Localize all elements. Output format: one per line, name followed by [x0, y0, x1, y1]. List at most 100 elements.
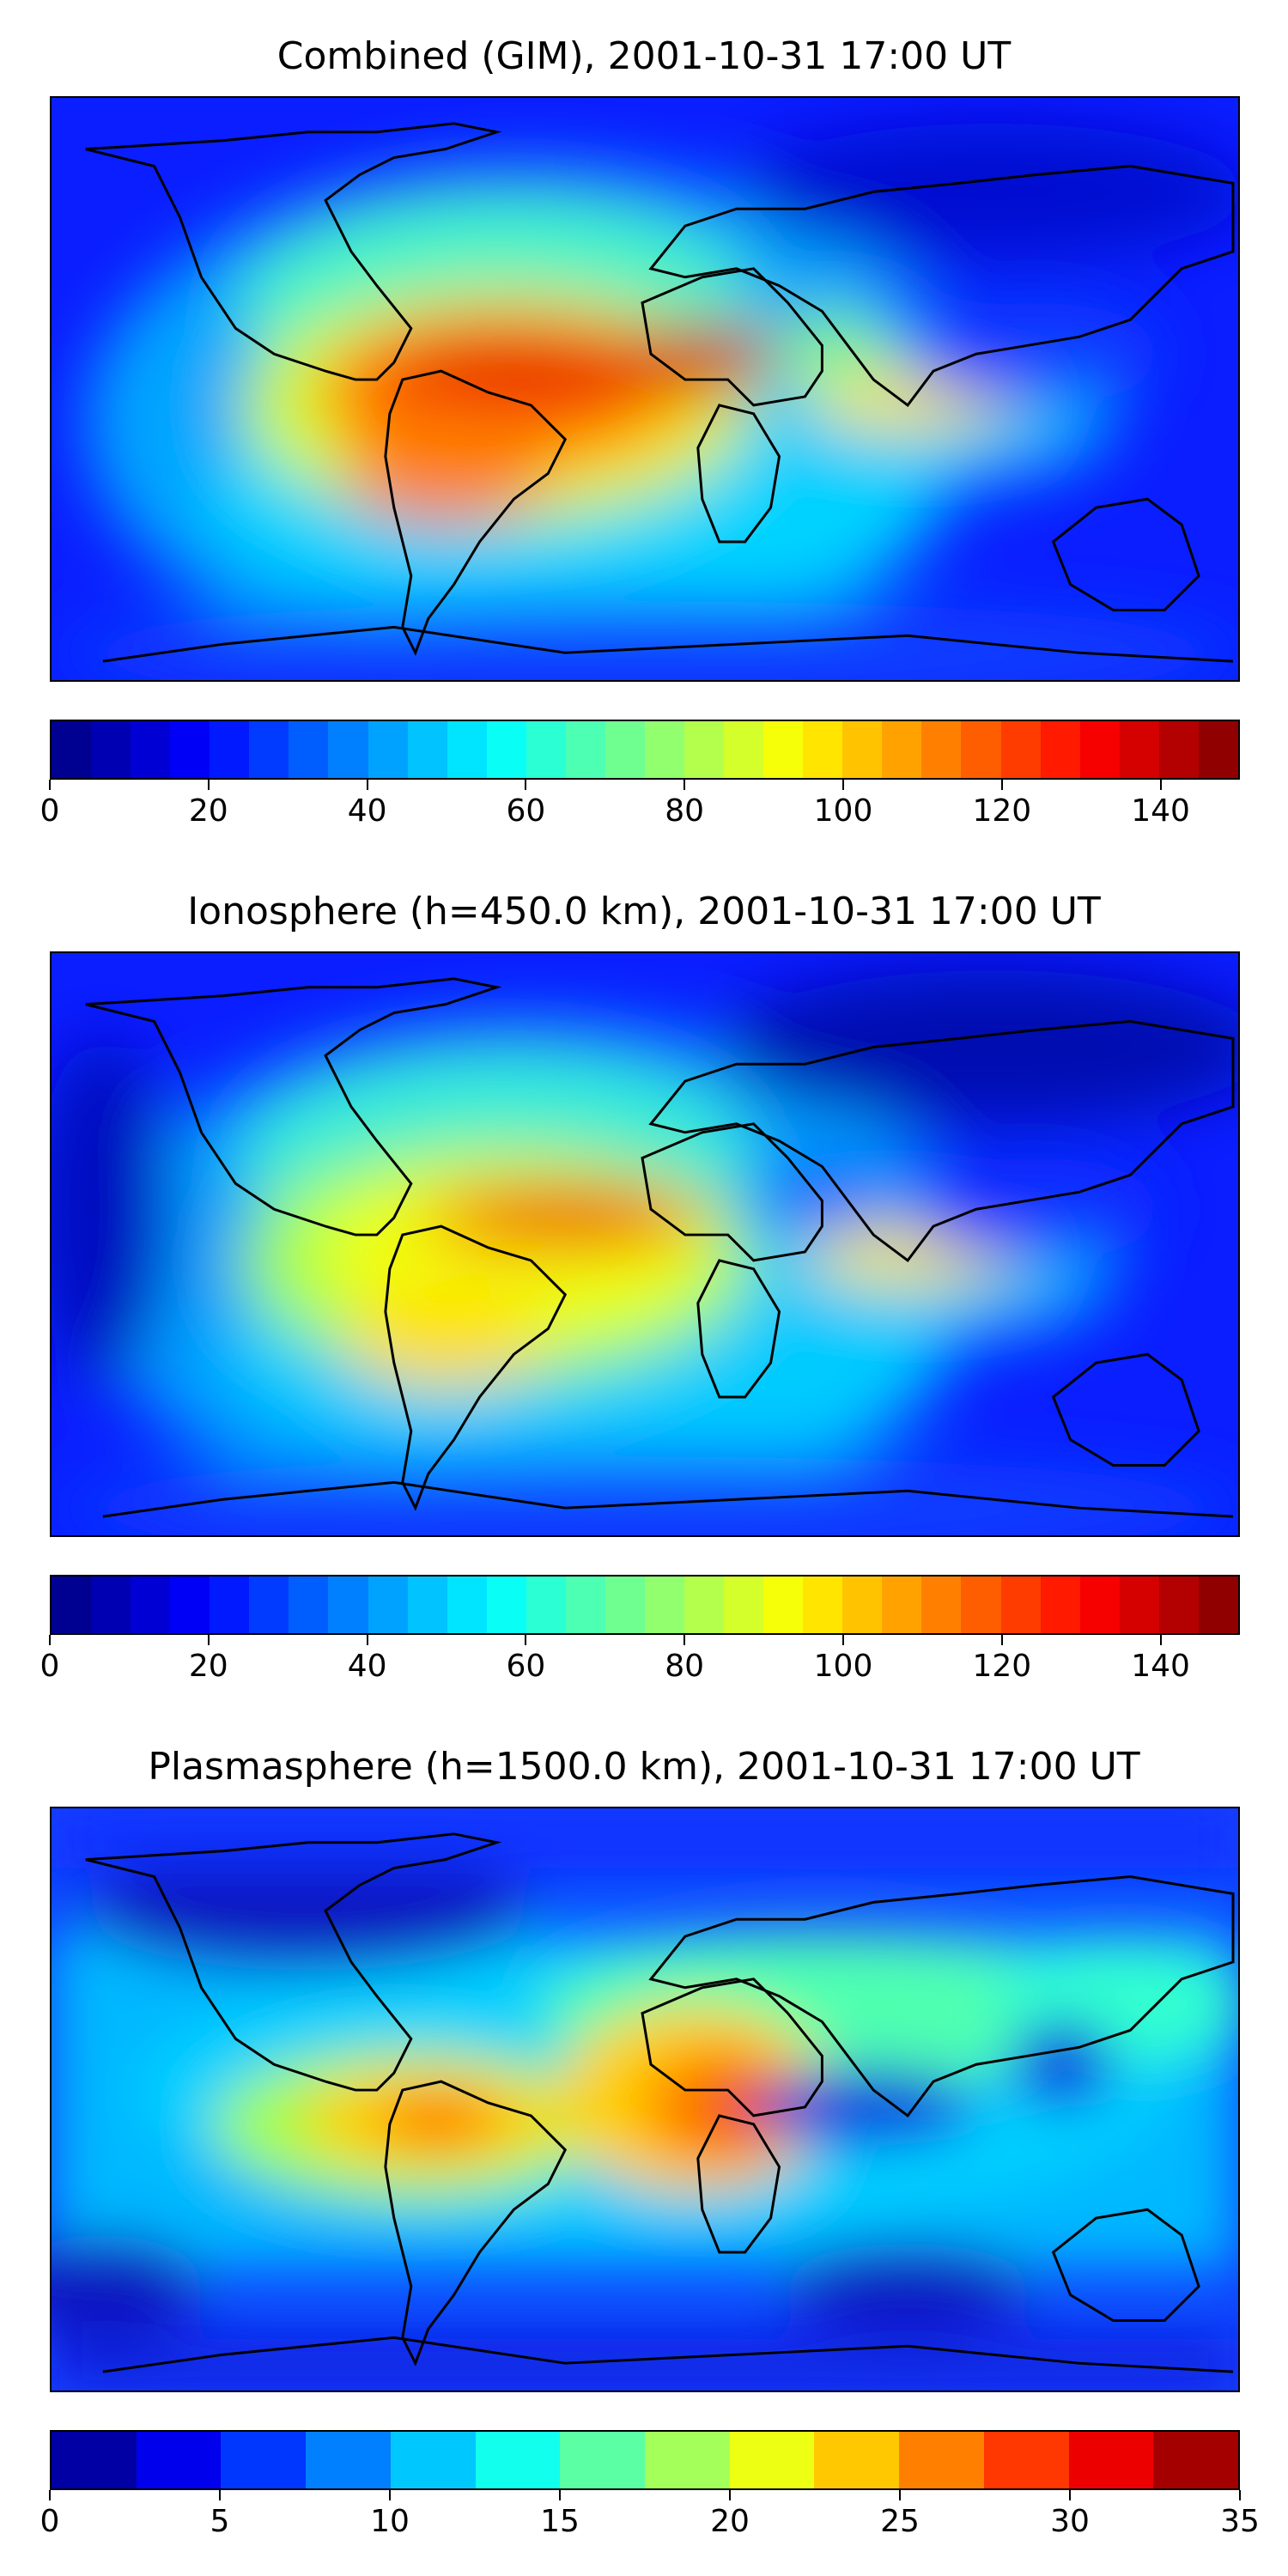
tick-label: 10: [370, 2504, 410, 2539]
colorbar-segment: [644, 1577, 684, 1633]
colorbar-segment: [1158, 1577, 1199, 1633]
colorbar-segment: [368, 1577, 408, 1633]
colorbar-segment: [565, 1577, 605, 1633]
map-ionosphere: [50, 951, 1240, 1537]
tick-label: 140: [1131, 793, 1190, 829]
map-plasmasphere: [50, 1807, 1240, 2392]
colorbar-segment: [407, 721, 447, 778]
colorbar-segment: [328, 721, 368, 778]
colorbar-segment: [842, 1577, 883, 1633]
colorbar-combined: [50, 720, 1240, 780]
tick-label: 120: [972, 1649, 1032, 1684]
colorbar-segment: [882, 1577, 922, 1633]
coastlines: [85, 122, 1235, 663]
tick-mark: [729, 2490, 731, 2500]
colorbar-ticks-ionosphere: 0 20 40 60 80 100 120 140: [40, 1635, 1240, 1686]
colorbar-segment: [983, 2432, 1069, 2488]
tick-mark: [1000, 780, 1003, 790]
colorbar-segment: [170, 1577, 210, 1633]
colorbar-segment: [842, 721, 883, 778]
panel-title-plasmasphere: Plasmasphere (h=1500.0 km), 2001-10-31 1…: [148, 1745, 1140, 1789]
tick-label: 35: [1220, 2504, 1260, 2539]
tick-mark: [525, 1635, 527, 1645]
colorbar-segment: [1040, 721, 1080, 778]
colorbar-segment: [1119, 1577, 1159, 1633]
colorbar-segment: [1040, 1577, 1080, 1633]
colorbar-segment: [390, 2432, 476, 2488]
tick-mark: [1000, 1635, 1003, 1645]
ionosphere-tec-map: [52, 953, 1238, 1535]
colorbar-segment: [407, 1577, 447, 1633]
tick-label: 0: [39, 2504, 60, 2539]
colorbar-segment: [814, 2432, 900, 2488]
colorbar-segment: [605, 1577, 645, 1633]
colorbar-segment: [368, 721, 408, 778]
colorbar-segment: [328, 1577, 368, 1633]
colorbar-segment: [565, 721, 605, 778]
map-combined: [50, 96, 1240, 682]
tick-label: 40: [347, 793, 387, 829]
tick-mark: [1159, 780, 1162, 790]
colorbar-segment: [1153, 2432, 1239, 2488]
tick-mark: [683, 1635, 686, 1645]
colorbar-segment: [605, 721, 645, 778]
tick-label: 100: [813, 793, 873, 829]
colorbar-segment: [249, 1577, 289, 1633]
colorbar-segment: [475, 2432, 561, 2488]
colorbar-segment: [961, 721, 1001, 778]
tick-label: 80: [665, 793, 705, 829]
coastlines: [85, 977, 1235, 1518]
colorbar-segment: [921, 721, 962, 778]
tick-label: 20: [188, 1649, 228, 1684]
colorbar-ticks-plasmasphere: 0 5 10 15 20 25 30 35: [40, 2490, 1260, 2542]
plasmasphere-tec-map: [52, 1808, 1238, 2391]
tick-mark: [1069, 2490, 1071, 2500]
tick-label: 25: [880, 2504, 920, 2539]
tick-mark: [49, 1635, 51, 1645]
tick-mark: [683, 780, 686, 790]
colorbar-segment: [921, 1577, 962, 1633]
tick-label: 140: [1131, 1649, 1190, 1684]
panel-title-combined: Combined (GIM), 2001-10-31 17:00 UT: [276, 34, 1012, 78]
tick-mark: [842, 1635, 844, 1645]
colorbar-segment: [221, 2432, 307, 2488]
colorbar-segment: [763, 721, 804, 778]
colorbar-segment: [729, 2432, 815, 2488]
tick-mark: [389, 2490, 391, 2500]
colorbar-segment: [882, 721, 922, 778]
colorbar-segment: [131, 721, 171, 778]
colorbar-segment: [1158, 721, 1199, 778]
colorbar-segment: [486, 721, 526, 778]
colorbar-ticks-combined: 0 20 40 60 80 100 120 140: [40, 780, 1240, 831]
tick-label: 15: [540, 2504, 580, 2539]
colorbar-segment: [1198, 721, 1238, 778]
tick-label: 20: [710, 2504, 750, 2539]
colorbar-segment: [91, 721, 131, 778]
tick-mark: [49, 780, 51, 790]
colorbar-segment: [210, 1577, 250, 1633]
colorbar-segment: [447, 1577, 487, 1633]
panel-title-ionosphere: Ionosphere (h=450.0 km), 2001-10-31 17:0…: [187, 890, 1101, 933]
colorbar-segment: [1198, 1577, 1238, 1633]
tick-label: 5: [210, 2504, 230, 2539]
colorbar-segment: [289, 721, 329, 778]
colorbar-segment: [306, 2432, 391, 2488]
colorbar-segment: [249, 721, 289, 778]
colorbar-segment: [526, 1577, 566, 1633]
colorbar-segment: [684, 721, 725, 778]
tick-label: 30: [1050, 2504, 1090, 2539]
colorbar-segment: [644, 721, 684, 778]
tick-label: 60: [506, 1649, 546, 1684]
colorbar-segment: [52, 1577, 92, 1633]
tick-label: 120: [972, 793, 1032, 829]
colorbar-segment: [486, 1577, 526, 1633]
colorbar-segment: [52, 2432, 137, 2488]
colorbar-ionosphere: [50, 1575, 1240, 1635]
colorbar-segment: [1079, 721, 1120, 778]
combined-tec-map: [52, 98, 1238, 680]
colorbar-segment: [526, 721, 566, 778]
tick-mark: [366, 1635, 368, 1645]
colorbar-segment: [131, 1577, 171, 1633]
colorbar-segment: [684, 1577, 725, 1633]
colorbar-segment: [803, 721, 843, 778]
